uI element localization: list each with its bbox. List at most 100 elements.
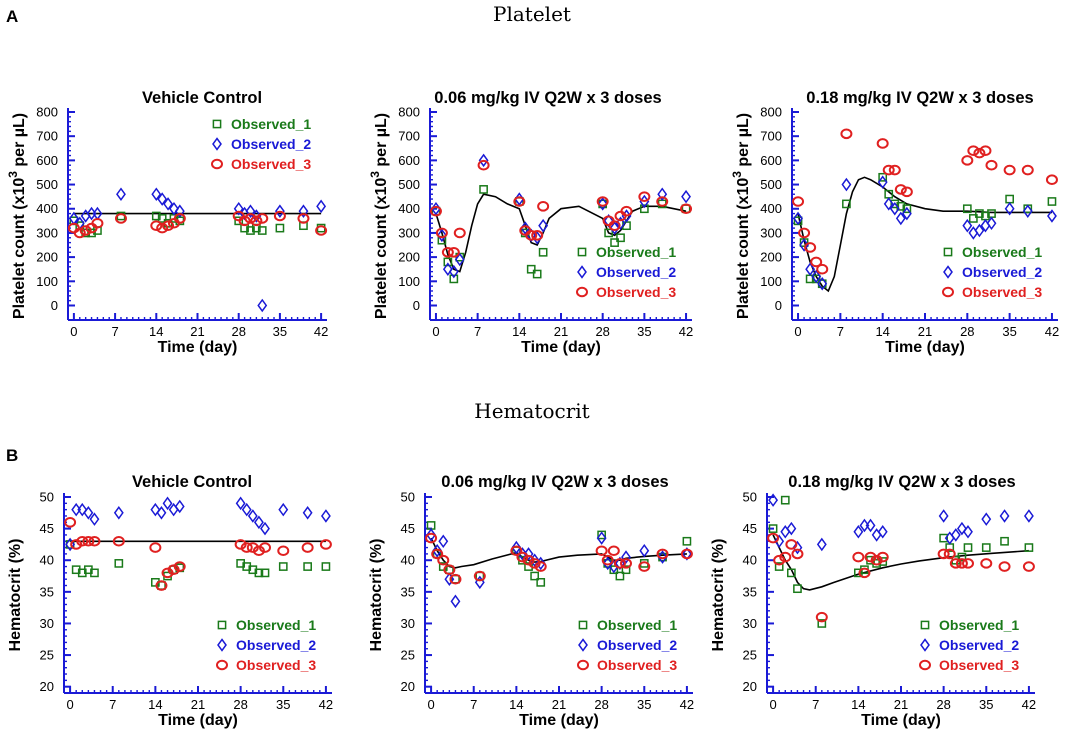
- observed-2-point: [454, 252, 465, 267]
- observed-3-point: [277, 545, 290, 557]
- observed-2-point: [962, 218, 973, 233]
- y-axis-label-superscript: 3: [368, 171, 382, 178]
- y-tick-label: 200: [36, 250, 58, 265]
- observed-3-point: [815, 611, 828, 623]
- observed-2-point: [535, 556, 546, 571]
- y-tick-label: 50: [743, 490, 757, 505]
- observed-1-point: [538, 247, 548, 257]
- chart-pa-vehicle: Vehicle Control 0 100 200 300 400 500 600 700 800…: [6, 89, 328, 356]
- x-axis-label: Time (day): [521, 339, 601, 356]
- y-axis-label-part: per µL): [11, 113, 28, 171]
- observed-3-point: [297, 213, 310, 224]
- series-observed-3: [64, 516, 332, 591]
- observed-3-point: [477, 159, 490, 171]
- observed-3-point: [973, 147, 986, 159]
- observed-3-point: [238, 215, 251, 227]
- panel-a-letter: A: [6, 7, 18, 26]
- legend-label: Observed_3: [231, 156, 311, 172]
- observed-2-point: [235, 496, 246, 511]
- x-tick-label: 14: [149, 324, 163, 339]
- observed-3-point: [876, 551, 889, 563]
- observed-3-point: [240, 542, 253, 553]
- x-tick-label: 42: [319, 697, 333, 712]
- x-tick-label: 0: [432, 324, 439, 339]
- x-tick-label: 14: [509, 697, 523, 712]
- chart-pb-006: 0.06 mg/kg IV Q2W x 3 doses 20 25 30 35 40 45 5…: [368, 473, 694, 729]
- observed-3-point: [91, 217, 104, 229]
- observed-2-point: [774, 534, 785, 549]
- observed-3-point: [431, 548, 444, 560]
- observed-1-point: [981, 543, 991, 552]
- observed-2-point: [274, 204, 285, 218]
- x-tick-label: 0: [794, 324, 801, 339]
- observed-2-point: [792, 540, 803, 555]
- observed-2-point: [511, 540, 522, 555]
- observed-1-point: [532, 269, 542, 279]
- observed-2-point: [316, 199, 327, 214]
- y-axis-label: Platelet count (x103 per µL): [368, 113, 390, 319]
- observed-1-point: [780, 495, 790, 505]
- x-tick-label: 35: [276, 697, 290, 712]
- observed-2-point: [681, 547, 692, 561]
- observed-2-point: [597, 197, 608, 211]
- y-tick-label: 25: [743, 648, 757, 663]
- y-tick-label: 45: [40, 521, 54, 536]
- observed-1-point: [577, 247, 587, 257]
- observed-3-point: [980, 558, 993, 569]
- x-tick-label: 42: [1045, 324, 1059, 339]
- observed-1-point: [640, 204, 649, 214]
- chart-title: 0.06 mg/kg IV Q2W x 3 doses: [434, 89, 661, 107]
- y-tick-label: 500: [760, 177, 782, 192]
- y-tick-label: 20: [401, 679, 415, 694]
- x-tick-label: 7: [109, 697, 116, 712]
- observed-2-point: [450, 594, 461, 609]
- x-tick-label: 21: [918, 324, 932, 339]
- observed-1-point: [536, 578, 546, 587]
- observed-3-point: [638, 561, 651, 572]
- y-tick-label: 20: [743, 679, 757, 694]
- observed-1-point: [817, 619, 827, 628]
- observed-1-point: [257, 226, 267, 235]
- x-tick-label: 21: [894, 697, 908, 712]
- observed-1-point: [943, 247, 953, 257]
- y-tick-label: 0: [51, 298, 58, 313]
- observed-1-point: [90, 568, 99, 578]
- observed-2-point: [426, 528, 437, 542]
- y-tick-label: 600: [760, 153, 782, 168]
- observed-2-point: [768, 493, 779, 507]
- observed-3-point: [112, 535, 125, 547]
- observed-3-point: [595, 545, 608, 557]
- x-tick-label: 21: [552, 697, 566, 712]
- panel-b-letter: B: [6, 446, 18, 465]
- observed-3-point: [64, 516, 77, 528]
- observed-3-point: [985, 159, 998, 171]
- observed-3-point: [173, 561, 186, 572]
- observed-1-point: [963, 543, 973, 552]
- observed-2-point: [877, 175, 888, 189]
- observed-2-point: [65, 537, 76, 552]
- observed-3-point: [967, 145, 980, 156]
- series-observed-2: [426, 528, 692, 609]
- y-tick-label: 300: [398, 225, 420, 240]
- y-tick-label: 200: [760, 250, 782, 265]
- legend-label: Observed_1: [236, 617, 316, 633]
- observed-3-point: [522, 554, 535, 566]
- y-tick-label: 300: [36, 225, 58, 240]
- observed-3-point: [443, 564, 456, 576]
- observed-1-point: [615, 571, 625, 581]
- x-tick-label: 7: [474, 324, 481, 339]
- observed-3-point: [900, 186, 913, 198]
- observed-3-point: [937, 548, 950, 560]
- observed-1-point: [621, 565, 631, 575]
- observed-2-point: [981, 512, 992, 526]
- observed-3-point: [301, 542, 314, 553]
- y-tick-label: 100: [36, 274, 58, 289]
- observed-2-point: [436, 228, 447, 243]
- chart-title: Vehicle Control: [132, 473, 252, 491]
- observed-3-point: [114, 213, 127, 224]
- y-tick-label: 600: [398, 153, 420, 168]
- observed-1-point: [114, 559, 124, 568]
- observed-1-point: [878, 172, 888, 182]
- observed-3-point: [773, 554, 786, 566]
- observed-3-point: [804, 242, 817, 253]
